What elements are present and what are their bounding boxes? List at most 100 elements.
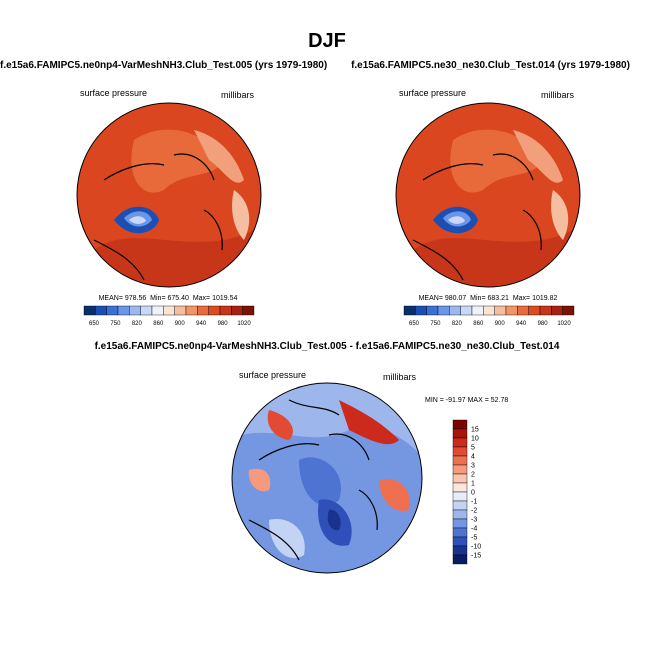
panel3-positive-field xyxy=(339,400,399,445)
panel3-colorbar-swatch xyxy=(452,500,468,511)
panel3-colorbar-swatch xyxy=(452,536,468,547)
panel3-colorbar-tick-label: -2 xyxy=(471,508,477,515)
panel3-colorbar-tick-label: -5 xyxy=(471,535,477,542)
panel2-colorbar-swatch xyxy=(483,305,495,316)
panel1-colorbar-swatch xyxy=(174,305,187,316)
panel1-colorbar-swatch xyxy=(106,305,119,316)
panel1-left-label: surface pressure xyxy=(80,88,148,98)
panel3-title: f.e15a6.FAMIPC5.ne0np4-VarMeshNH3.Club_T… xyxy=(94,341,560,352)
panel3-colorbar-swatch xyxy=(452,437,468,448)
panel2-colorbar-tick-label: 650 xyxy=(409,321,420,327)
panel2-colorbar-swatch xyxy=(528,305,541,316)
panel2-colorbar-swatch xyxy=(471,305,484,316)
panel3-colorbar-tick-label: 2 xyxy=(471,472,475,479)
panel3-neutral-field xyxy=(269,519,305,559)
panel2-colorbar-tick-label: 820 xyxy=(452,321,463,327)
panel1-colorbar-swatch xyxy=(163,305,175,316)
panel2-highland-field xyxy=(513,130,563,183)
panel2-colorbar: 650 750 820 860 900 940 980 1020 xyxy=(403,305,575,327)
panel1-colorbar-swatch xyxy=(197,305,209,316)
panel1-map-border xyxy=(76,102,262,288)
panel2-colorbar-tick-label: 980 xyxy=(538,321,549,327)
panel3-coastlines xyxy=(248,399,378,561)
panel2-colorbar-swatch xyxy=(551,305,563,316)
panel2-colorbar-tick-label: 900 xyxy=(495,321,506,327)
panel1-coastlines xyxy=(93,153,223,281)
panel3-colorbar-tick-label: 10 xyxy=(471,436,479,443)
panel1-colorbar-tick-label: 860 xyxy=(153,321,164,327)
panel2-plateau-field xyxy=(551,190,569,240)
panel3-colorbar-swatch xyxy=(452,554,468,565)
panel2-polar-map xyxy=(395,102,581,288)
panel1-colorbar-swatch xyxy=(231,305,243,316)
panel3-colorbar-swatch xyxy=(452,419,468,430)
panel2-colorbar-swatch xyxy=(415,305,427,316)
panel2-colorbar-swatch xyxy=(494,305,507,316)
panel2-colorbar-swatch xyxy=(449,305,461,316)
panel3-map-border xyxy=(231,382,423,574)
panel2-colorbar-swatch xyxy=(505,305,518,316)
panel1-title: f.e15a6.FAMIPC5.ne0np4-VarMeshNH3.Club_T… xyxy=(0,60,328,71)
panel3-colorbar-tick-label: 4 xyxy=(471,454,475,461)
panel1-greenland-core xyxy=(129,216,146,224)
panel3-colorbar-tick-label: 5 xyxy=(471,445,475,452)
panel1-colorbar-swatch xyxy=(83,305,96,316)
panel2-map-border xyxy=(395,102,581,288)
panel3-negative-field xyxy=(299,457,341,506)
panel1-colorbar-tick-label: 650 xyxy=(89,321,100,327)
panel2-colorbar-swatch xyxy=(426,305,439,316)
panel3-positive-field-3 xyxy=(248,468,271,492)
panel2-left-label: surface pressure xyxy=(399,88,467,98)
panel3-colorbar-swatch xyxy=(452,428,468,439)
panel3-colorbar-tick-label: 3 xyxy=(471,463,475,470)
panel1-colorbar-swatch xyxy=(117,305,130,316)
panel3-colorbar-swatch xyxy=(452,446,468,457)
panel1-colorbar-swatch xyxy=(208,305,221,316)
panel1-arctic-field xyxy=(131,129,224,193)
panel2-colorbar-tick-label: 860 xyxy=(473,321,484,327)
panel3-negative-core xyxy=(327,509,341,531)
panel3-colorbar-tick-label: -1 xyxy=(471,499,477,506)
panel2-colorbar-tick-label: 940 xyxy=(516,321,527,327)
panel3-upper-field xyxy=(232,383,422,460)
panel1-colorbar-tick-label: 750 xyxy=(110,321,121,327)
panel2-colorbar-swatch xyxy=(437,305,450,316)
panel2-arctic-field xyxy=(450,129,543,193)
panel2-colorbar-swatch xyxy=(517,305,529,316)
panel1-colorbar-swatch xyxy=(242,305,255,316)
panel3-colorbar-tick-label: -15 xyxy=(471,553,481,560)
panel2-colorbar-swatch xyxy=(460,305,473,316)
panel3-colorbar-swatch xyxy=(452,455,468,466)
panel3-colorbar-tick-label: 1 xyxy=(471,481,475,488)
panel3-left-label: surface pressure xyxy=(239,370,307,380)
panel3-colorbar-tick-label: -10 xyxy=(471,544,481,551)
panel3-colorbar-tick-label: -4 xyxy=(471,526,477,533)
panel3-colorbar-swatch xyxy=(452,491,468,502)
panel1-stats: MEAN= 978.56 Min= 675.40 Max= 1019.54 xyxy=(98,295,238,302)
panel2-colorbar-swatch xyxy=(539,305,552,316)
panel3-colorbar-tick-label: 0 xyxy=(471,490,475,497)
panel1-plateau-field xyxy=(232,190,250,240)
panel1-colorbar-swatch xyxy=(95,305,107,316)
panel2-stats: MEAN= 980.07 Min= 683.21 Max= 1019.82 xyxy=(418,295,558,302)
panel3-colorbar-tick-label: 15 xyxy=(471,427,479,434)
panel1-colorbar-tick-label: 940 xyxy=(196,321,207,327)
panel2-title: f.e15a6.FAMIPC5.ne30_ne30.Club_Test.014 … xyxy=(351,60,630,71)
panel1-colorbar-swatch xyxy=(185,305,198,316)
panel1-colorbar-tick-label: 980 xyxy=(218,321,229,327)
panel3-minmax: MIN = -91.97 MAX = 52.78 xyxy=(425,397,509,404)
panel3-colorbar-tick-label: -3 xyxy=(471,517,477,524)
panel1-colorbar-swatch xyxy=(129,305,141,316)
panel1-colorbar-tick-label: 1020 xyxy=(237,321,251,327)
panel3-positive-field-4 xyxy=(379,479,410,511)
panel1-highland-field xyxy=(194,130,244,183)
panel1-right-label: millibars xyxy=(221,90,255,100)
panel3-colorbar-swatch xyxy=(452,527,468,538)
panel3-polar-map xyxy=(231,382,423,574)
panel1-colorbar-tick-label: 820 xyxy=(132,321,143,327)
panel2-greenland-core xyxy=(448,216,465,224)
panel1-colorbar-swatch xyxy=(219,305,232,316)
panel1-colorbar-swatch xyxy=(151,305,164,316)
panel3-colorbar-swatch xyxy=(452,482,468,493)
